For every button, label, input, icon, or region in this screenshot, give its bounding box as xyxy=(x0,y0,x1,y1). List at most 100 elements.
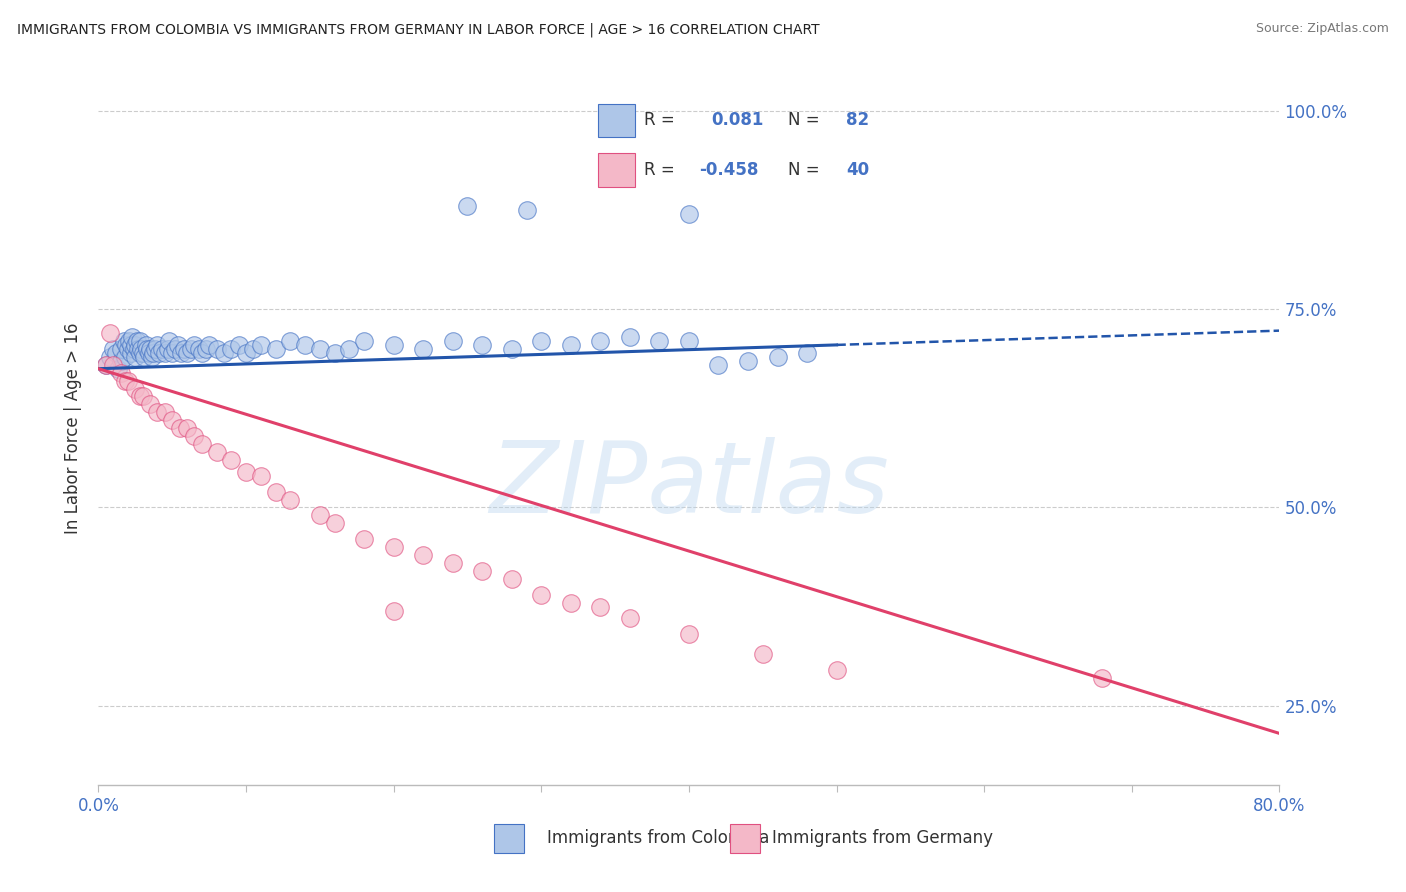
Point xyxy=(382,603,405,617)
Point xyxy=(125,334,148,348)
Point xyxy=(589,599,612,614)
Point xyxy=(105,346,128,360)
Point xyxy=(619,611,641,625)
Point xyxy=(339,342,361,356)
Point xyxy=(110,353,132,368)
Point xyxy=(471,564,494,578)
Point xyxy=(191,346,214,360)
Point xyxy=(264,484,287,499)
Text: ZIPatlas: ZIPatlas xyxy=(489,437,889,533)
Point xyxy=(205,342,228,356)
Point xyxy=(120,338,142,352)
Point xyxy=(752,647,775,661)
Point xyxy=(138,346,160,360)
Point xyxy=(148,346,170,360)
Point xyxy=(173,342,195,356)
Point xyxy=(228,338,250,352)
Point xyxy=(212,346,235,360)
Point xyxy=(127,342,149,356)
Point xyxy=(412,548,434,562)
Point xyxy=(146,405,169,419)
Point xyxy=(280,492,302,507)
Point xyxy=(242,342,264,356)
Point xyxy=(560,338,582,352)
Point xyxy=(205,445,228,459)
Point xyxy=(235,346,257,360)
Point xyxy=(191,437,214,451)
Point xyxy=(264,342,287,356)
Point xyxy=(176,421,198,435)
Point xyxy=(135,338,157,352)
Point xyxy=(128,334,150,348)
Point xyxy=(117,374,139,388)
Point xyxy=(128,389,150,403)
Point xyxy=(323,346,346,360)
Point xyxy=(103,342,125,356)
Point xyxy=(221,453,243,467)
Point xyxy=(98,326,121,340)
Point xyxy=(117,342,139,356)
Text: Immigrants from Colombia: Immigrants from Colombia xyxy=(547,830,769,847)
Point xyxy=(124,382,146,396)
Point xyxy=(180,342,202,356)
Point xyxy=(195,342,218,356)
Point xyxy=(412,342,434,356)
Point xyxy=(678,334,700,348)
Point xyxy=(94,358,117,372)
Point xyxy=(134,350,156,364)
Point xyxy=(162,346,183,360)
Point xyxy=(796,346,818,360)
Point xyxy=(122,342,145,356)
Point xyxy=(141,350,163,364)
Point xyxy=(183,429,205,443)
Point xyxy=(530,588,553,602)
Point xyxy=(441,334,464,348)
Point xyxy=(170,346,193,360)
Point xyxy=(98,350,121,364)
Point xyxy=(110,342,132,356)
Point xyxy=(353,334,375,348)
Point xyxy=(124,350,146,364)
Text: Source: ZipAtlas.com: Source: ZipAtlas.com xyxy=(1256,22,1389,36)
Point xyxy=(530,334,553,348)
Text: Immigrants from Germany: Immigrants from Germany xyxy=(772,830,993,847)
Point xyxy=(560,596,582,610)
Point xyxy=(132,346,155,360)
Point xyxy=(501,342,523,356)
Point xyxy=(516,203,538,218)
Point xyxy=(110,366,132,380)
Point xyxy=(157,334,180,348)
Point xyxy=(176,346,198,360)
Point xyxy=(382,540,405,554)
Point xyxy=(114,350,136,364)
Point xyxy=(136,342,159,356)
Point xyxy=(235,465,257,479)
Point xyxy=(678,627,700,641)
Point xyxy=(825,663,848,677)
Point xyxy=(94,358,117,372)
Point xyxy=(250,468,273,483)
Point xyxy=(153,346,176,360)
Point xyxy=(118,334,141,348)
Point xyxy=(162,413,183,427)
Point xyxy=(107,361,129,376)
Point xyxy=(441,556,464,570)
Point xyxy=(183,338,205,352)
Point xyxy=(150,342,173,356)
Point xyxy=(766,350,789,364)
Point xyxy=(156,342,179,356)
Point xyxy=(115,338,138,352)
Point xyxy=(323,516,346,531)
Point xyxy=(121,330,143,344)
Bar xyxy=(730,824,759,853)
Point xyxy=(146,338,169,352)
Point xyxy=(143,342,166,356)
Point xyxy=(198,338,221,352)
Point xyxy=(167,338,190,352)
Point xyxy=(501,572,523,586)
Point xyxy=(457,199,479,213)
Point xyxy=(142,346,165,360)
Point xyxy=(112,334,135,348)
Point xyxy=(1091,671,1114,685)
Point xyxy=(648,334,671,348)
